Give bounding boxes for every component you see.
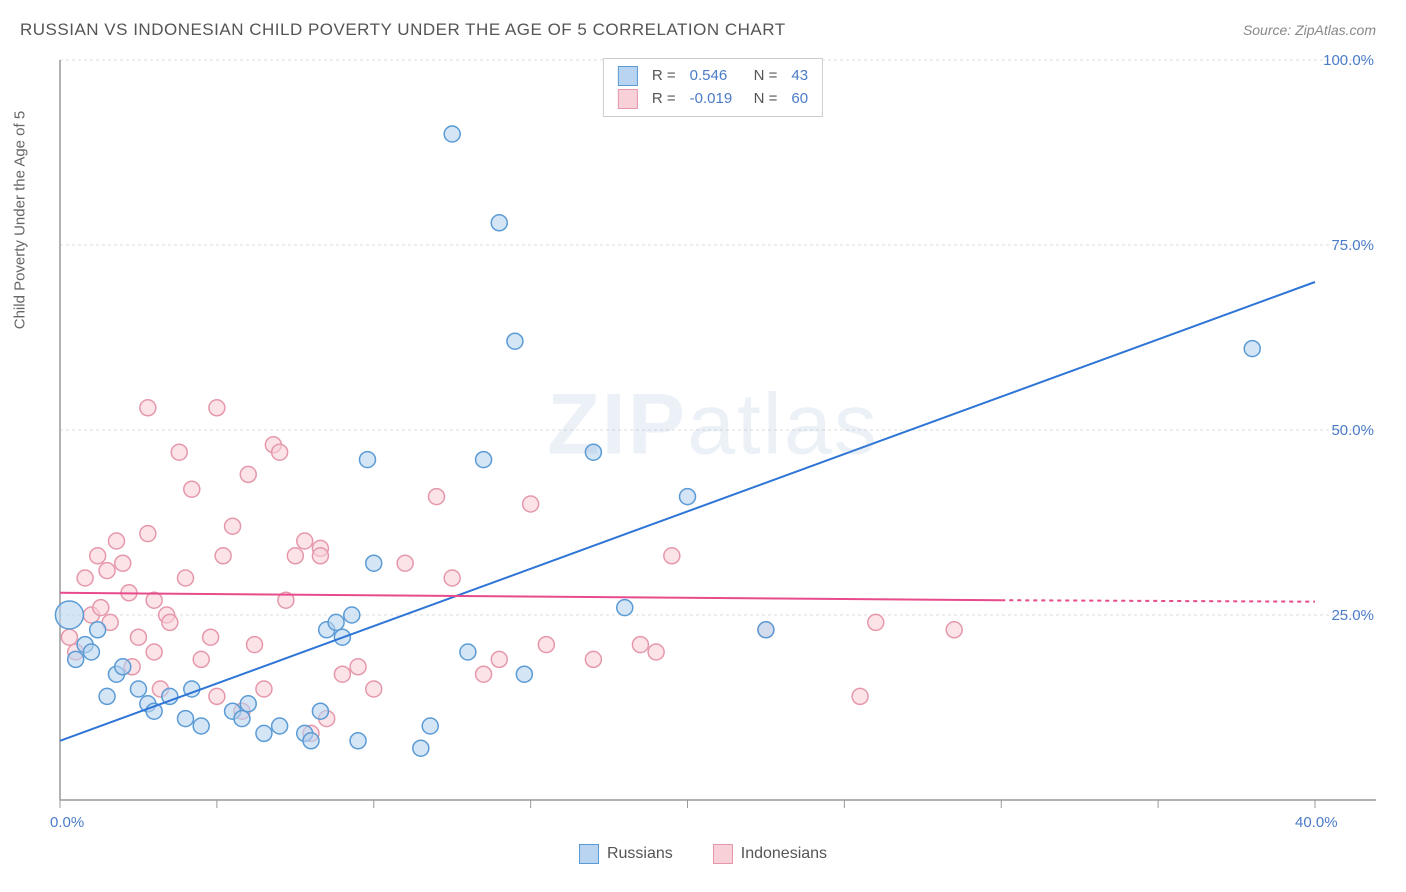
series-legend: Russians Indonesians <box>0 844 1406 864</box>
svg-text:25.0%: 25.0% <box>1331 607 1374 624</box>
chart-source: Source: ZipAtlas.com <box>1243 22 1376 38</box>
svg-text:100.0%: 100.0% <box>1323 52 1374 69</box>
legend-row-indonesians: R = -0.019 N = 60 <box>618 88 808 111</box>
chart-title: RUSSIAN VS INDONESIAN CHILD POVERTY UNDE… <box>20 20 786 40</box>
swatch-pink-icon <box>713 844 733 864</box>
legend-row-russians: R = 0.546 N = 43 <box>618 65 808 88</box>
svg-text:75.0%: 75.0% <box>1331 237 1374 254</box>
x-axis-max-label: 40.0% <box>1295 814 1338 831</box>
x-axis-labels: 0.0% 40.0% <box>50 810 1376 834</box>
legend-item-indonesians: Indonesians <box>713 844 827 864</box>
scatter-plot: 25.0% 50.0% 75.0% 100.0% <box>50 50 1376 810</box>
chart-header: RUSSIAN VS INDONESIAN CHILD POVERTY UNDE… <box>0 0 1406 50</box>
swatch-blue-icon <box>579 844 599 864</box>
x-axis-min-label: 0.0% <box>50 814 84 831</box>
y-axis-label: Child Poverty Under the Age of 5 <box>12 111 29 329</box>
swatch-pink <box>618 89 638 109</box>
svg-text:50.0%: 50.0% <box>1331 422 1374 439</box>
swatch-blue <box>618 66 638 86</box>
legend-item-russians: Russians <box>579 844 673 864</box>
correlation-legend: R = 0.546 N = 43 R = -0.019 N = 60 <box>603 58 823 117</box>
chart-container: Child Poverty Under the Age of 5 25.0%50… <box>50 50 1376 810</box>
